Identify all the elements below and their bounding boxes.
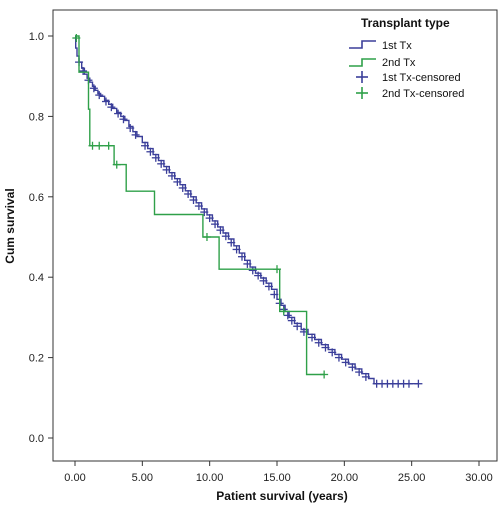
censor-mark-1st-tx — [151, 153, 160, 162]
censor-mark-1st-tx — [178, 183, 187, 192]
legend-swatch-2nd-tx-censored — [356, 87, 368, 99]
x-tick-label: 30.00 — [465, 472, 493, 484]
censor-mark-1st-tx — [248, 266, 257, 275]
censor-mark-1st-tx — [334, 353, 343, 362]
censor-mark-1st-tx — [167, 171, 176, 180]
censor-mark-1st-tx — [211, 220, 220, 229]
series-layer — [72, 34, 423, 388]
censor-mark-1st-tx — [200, 208, 209, 217]
censor-mark-1st-tx — [264, 282, 273, 291]
censor-mark-1st-tx — [287, 316, 296, 325]
censor-mark-2nd-tx — [88, 141, 97, 150]
censor-mark-1st-tx — [361, 372, 370, 381]
censor-mark-1st-tx — [194, 202, 203, 211]
censor-mark-2nd-tx — [273, 265, 281, 274]
censor-mark-1st-tx — [259, 276, 268, 285]
x-tick-label: 0.00 — [64, 472, 85, 484]
censor-mark-1st-tx — [243, 259, 252, 268]
censor-mark-1st-tx — [227, 238, 236, 247]
censor-mark-1st-tx — [216, 226, 225, 235]
censor-mark-2nd-tx — [202, 233, 211, 241]
censor-mark-1st-tx — [126, 124, 135, 133]
legend-label-1st-tx: 1st Tx — [382, 40, 412, 52]
censor-mark-1st-tx — [404, 379, 413, 388]
x-tick-label: 5.00 — [132, 472, 153, 484]
legend-swatch-2nd-tx — [349, 58, 376, 67]
censor-mark-1st-tx — [308, 333, 317, 342]
y-tick-label: 0.8 — [29, 111, 44, 123]
y-axis: 0.0 0.2 0.4 0.6 0.8 1.0 — [29, 31, 53, 445]
x-tick-label: 10.00 — [196, 472, 224, 484]
censor-mark-2nd-tx — [320, 370, 329, 379]
censor-mark-2nd-tx — [104, 141, 113, 150]
x-axis-title: Patient survival (years) — [216, 489, 347, 503]
censor-mark-2nd-tx — [279, 307, 288, 316]
censor-mark-1st-tx — [79, 66, 88, 75]
censor-mark-1st-tx — [107, 103, 116, 112]
legend-swatch-1st-tx-censored — [356, 71, 368, 83]
x-tick-label: 20.00 — [331, 472, 359, 484]
censor-mark-2nd-tx — [72, 34, 81, 43]
censor-mark-1st-tx — [89, 84, 98, 93]
censor-mark-1st-tx — [237, 252, 246, 261]
censor-mark-1st-tx — [293, 322, 302, 331]
censor-mark-1st-tx — [414, 379, 423, 388]
y-tick-label: 1.0 — [29, 31, 44, 43]
censor-mark-1st-tx — [95, 91, 104, 100]
censor-mark-1st-tx — [254, 271, 263, 280]
censor-mark-1st-tx — [348, 363, 357, 372]
legend-label-2nd-tx: 2nd Tx — [382, 57, 416, 69]
censor-mark-1st-tx — [221, 232, 230, 241]
censor-mark-1st-tx — [321, 343, 330, 352]
censor-mark-1st-tx — [131, 130, 140, 139]
censor-mark-1st-tx — [101, 97, 110, 106]
legend-label-1st-tx-censored: 1st Tx-censored — [382, 72, 461, 84]
legend-title: Transplant type — [361, 16, 450, 30]
censor-mark-1st-tx — [232, 245, 241, 254]
censor-mark-2nd-tx — [95, 141, 104, 150]
censor-mark-1st-tx — [341, 358, 350, 367]
censor-mark-1st-tx — [173, 177, 182, 186]
y-tick-label: 0.6 — [29, 192, 44, 204]
censor-mark-2nd-tx — [112, 160, 121, 169]
censor-mark-1st-tx — [184, 189, 193, 198]
censor-mark-1st-tx — [146, 147, 155, 156]
censor-mark-1st-tx — [141, 141, 150, 150]
censor-mark-1st-tx — [355, 368, 364, 377]
y-tick-label: 0.2 — [29, 353, 44, 365]
x-axis: 0.00 5.00 10.00 15.00 20.00 25.00 30.00 — [64, 461, 493, 484]
plot-frame — [52, 9, 498, 462]
censor-mark-1st-tx — [328, 348, 337, 357]
y-tick-label: 0.4 — [29, 272, 44, 284]
survival-curve-2nd-tx — [75, 35, 325, 376]
legend: Transplant type 1st Tx 2nd Tx 1st Tx-cen… — [349, 16, 464, 100]
y-axis-title: Cum survival — [3, 188, 17, 263]
censor-mark-1st-tx — [205, 214, 214, 223]
censor-mark-1st-tx — [283, 311, 292, 320]
censor-mark-1st-tx — [157, 159, 166, 168]
censor-mark-1st-tx — [314, 338, 323, 347]
x-tick-label: 15.00 — [263, 472, 291, 484]
censor-mark-1st-tx — [119, 115, 128, 124]
legend-swatch-1st-tx — [349, 40, 376, 49]
x-tick-label: 25.00 — [398, 472, 426, 484]
censor-mark-1st-tx — [162, 165, 171, 174]
censor-mark-1st-tx — [270, 290, 279, 299]
censor-mark-1st-tx — [114, 109, 123, 118]
legend-label-2nd-tx-censored: 2nd Tx-censored — [382, 88, 464, 100]
censor-mark-1st-tx — [189, 196, 198, 205]
y-tick-label: 0.0 — [29, 433, 44, 445]
